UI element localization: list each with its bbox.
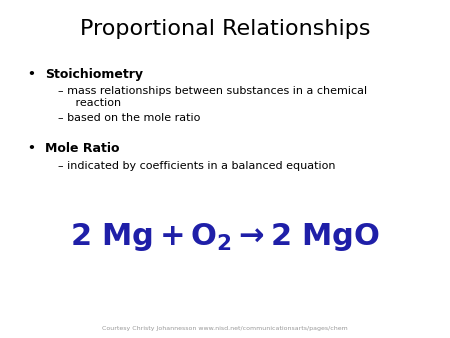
Text: – based on the mole ratio: – based on the mole ratio <box>58 113 201 123</box>
Text: Stoichiometry: Stoichiometry <box>45 68 143 80</box>
Text: •: • <box>27 142 35 155</box>
Text: Courtesy Christy Johannesson www.nisd.net/communicationsarts/pages/chem: Courtesy Christy Johannesson www.nisd.ne… <box>102 325 348 331</box>
Text: Proportional Relationships: Proportional Relationships <box>80 19 370 39</box>
Text: Mole Ratio: Mole Ratio <box>45 142 120 155</box>
Text: $\mathbf{2\ Mg + O_2 \rightarrow 2\ MgO}$: $\mathbf{2\ Mg + O_2 \rightarrow 2\ MgO}… <box>70 221 380 252</box>
Text: – indicated by coefficients in a balanced equation: – indicated by coefficients in a balance… <box>58 161 336 171</box>
Text: – mass relationships between substances in a chemical
     reaction: – mass relationships between substances … <box>58 86 368 108</box>
Text: •: • <box>27 68 35 80</box>
